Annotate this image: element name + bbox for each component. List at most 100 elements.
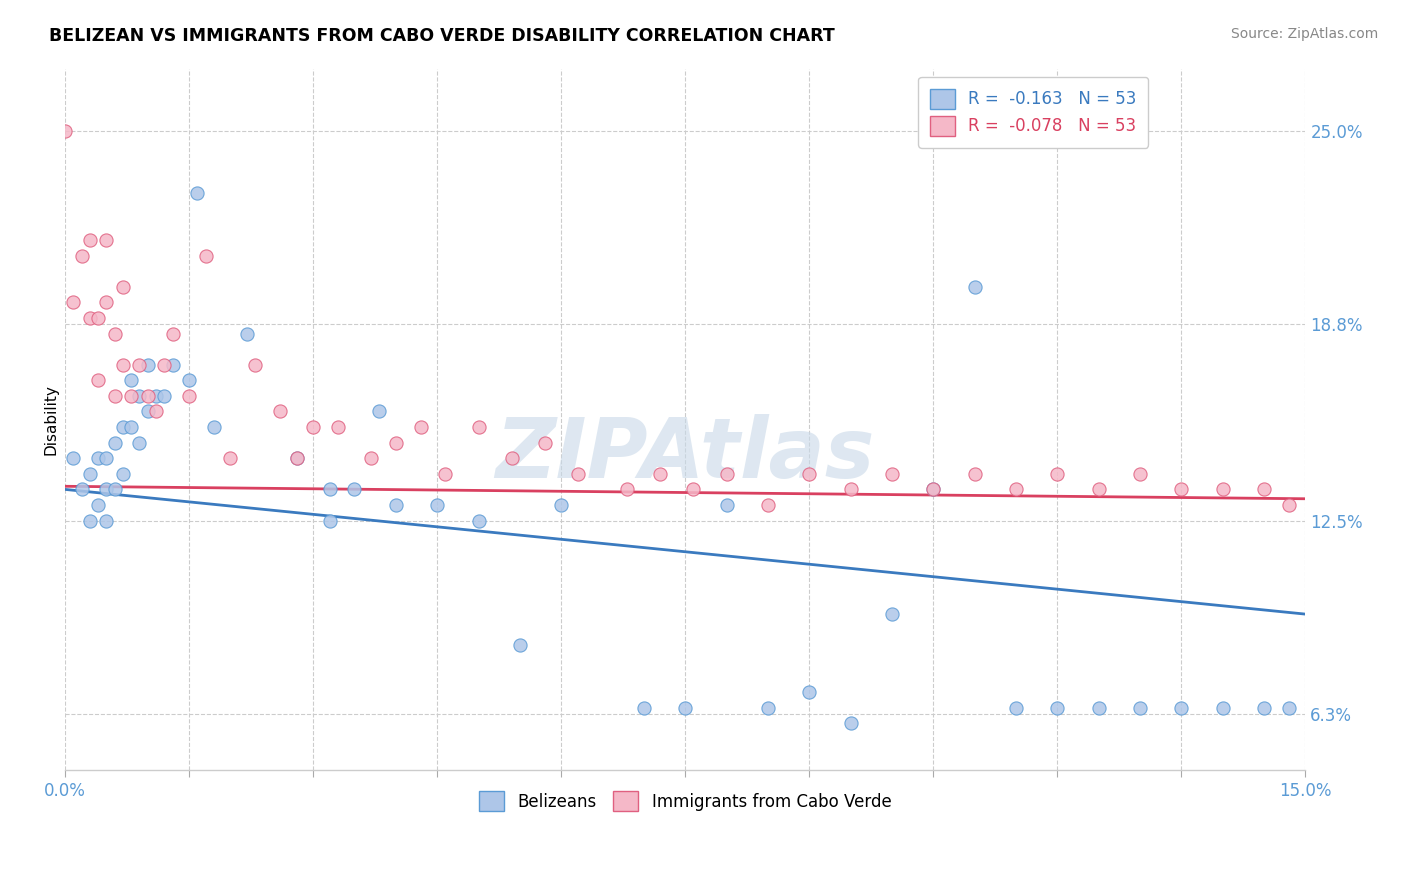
Point — [96, 295, 118, 310]
Point — [145, 389, 167, 403]
Point — [79, 514, 101, 528]
Point — [360, 451, 382, 466]
Point — [194, 249, 217, 263]
Point — [550, 498, 572, 512]
Point — [318, 514, 340, 528]
Point — [136, 389, 159, 403]
Point — [467, 514, 489, 528]
Point — [79, 310, 101, 325]
Point — [120, 420, 142, 434]
Point — [409, 420, 432, 434]
Point — [426, 498, 449, 512]
Point — [1129, 467, 1152, 481]
Point — [756, 498, 779, 512]
Point — [326, 420, 349, 434]
Point — [1253, 700, 1275, 714]
Y-axis label: Disability: Disability — [44, 384, 58, 455]
Point — [1278, 498, 1301, 512]
Point — [1005, 700, 1028, 714]
Point — [285, 451, 308, 466]
Point — [96, 483, 118, 497]
Point — [509, 638, 531, 652]
Point — [682, 483, 704, 497]
Point — [1253, 483, 1275, 497]
Point — [963, 467, 986, 481]
Point — [87, 310, 110, 325]
Point — [145, 404, 167, 418]
Point — [716, 498, 738, 512]
Point — [177, 373, 200, 387]
Text: Source: ZipAtlas.com: Source: ZipAtlas.com — [1230, 27, 1378, 41]
Point — [104, 483, 127, 497]
Point — [1087, 700, 1109, 714]
Point — [1087, 483, 1109, 497]
Point — [1212, 700, 1234, 714]
Point — [839, 483, 862, 497]
Point — [633, 700, 655, 714]
Point — [368, 404, 391, 418]
Point — [318, 483, 340, 497]
Point — [177, 389, 200, 403]
Point — [1129, 700, 1152, 714]
Point — [104, 435, 127, 450]
Point — [111, 358, 134, 372]
Point — [245, 358, 267, 372]
Point — [186, 186, 208, 201]
Point — [128, 358, 150, 372]
Point — [153, 389, 176, 403]
Point — [1170, 700, 1192, 714]
Point — [673, 700, 696, 714]
Point — [533, 435, 555, 450]
Point — [120, 389, 142, 403]
Text: BELIZEAN VS IMMIGRANTS FROM CABO VERDE DISABILITY CORRELATION CHART: BELIZEAN VS IMMIGRANTS FROM CABO VERDE D… — [49, 27, 835, 45]
Point — [799, 685, 821, 699]
Point — [1212, 483, 1234, 497]
Point — [104, 326, 127, 341]
Point — [136, 404, 159, 418]
Point — [1005, 483, 1028, 497]
Point — [87, 373, 110, 387]
Point — [922, 483, 945, 497]
Point — [302, 420, 325, 434]
Point — [96, 514, 118, 528]
Point — [111, 420, 134, 434]
Point — [96, 451, 118, 466]
Text: ZIPAtlas: ZIPAtlas — [495, 414, 875, 495]
Point — [96, 233, 118, 247]
Point — [162, 358, 184, 372]
Point — [616, 483, 638, 497]
Point — [53, 124, 76, 138]
Point — [153, 358, 176, 372]
Point — [285, 451, 308, 466]
Point — [501, 451, 523, 466]
Point — [202, 420, 225, 434]
Point — [62, 451, 84, 466]
Point — [87, 451, 110, 466]
Point — [385, 435, 408, 450]
Point — [1278, 700, 1301, 714]
Point — [716, 467, 738, 481]
Point — [269, 404, 291, 418]
Point — [70, 483, 93, 497]
Point — [1046, 467, 1069, 481]
Point — [385, 498, 408, 512]
Point — [62, 295, 84, 310]
Point — [756, 700, 779, 714]
Point — [111, 467, 134, 481]
Point — [963, 279, 986, 293]
Point — [650, 467, 672, 481]
Point — [467, 420, 489, 434]
Point — [219, 451, 242, 466]
Point — [567, 467, 589, 481]
Point — [136, 358, 159, 372]
Point — [799, 467, 821, 481]
Point — [880, 467, 903, 481]
Point — [87, 498, 110, 512]
Point — [922, 483, 945, 497]
Point — [120, 373, 142, 387]
Point — [128, 389, 150, 403]
Legend: Belizeans, Immigrants from Cabo Verde: Belizeans, Immigrants from Cabo Verde — [465, 778, 904, 825]
Point — [1170, 483, 1192, 497]
Point — [434, 467, 457, 481]
Point — [839, 716, 862, 731]
